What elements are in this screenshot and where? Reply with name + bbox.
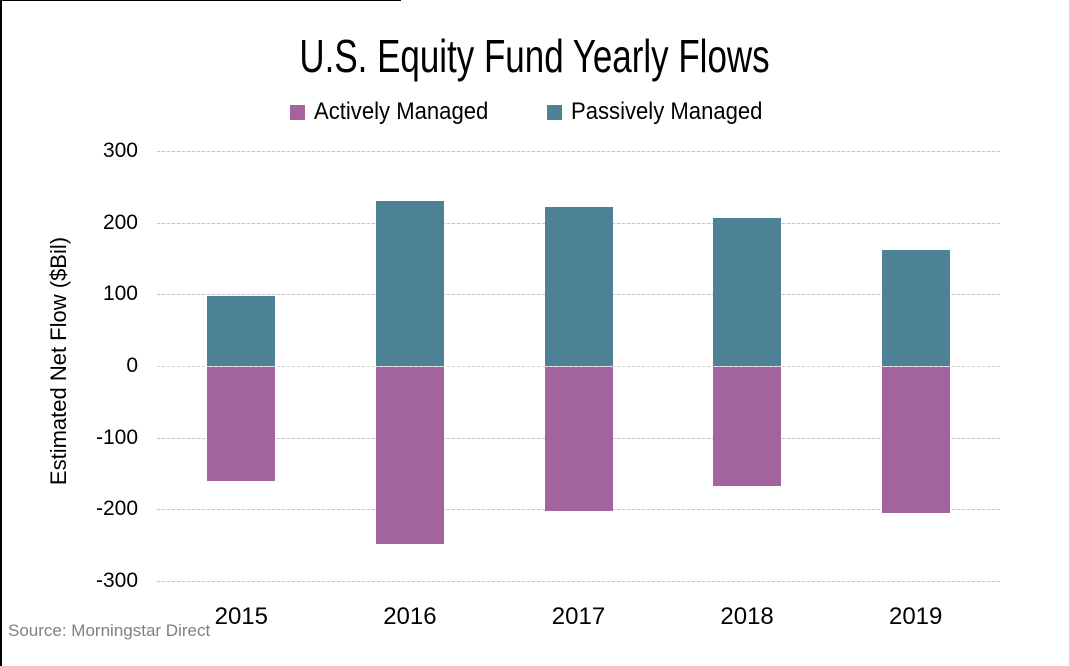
legend: Actively Managed Passively Managed: [0, 99, 1069, 125]
x-axis-label-2018: 2018: [720, 603, 774, 630]
y-tick-label-0: 0: [126, 354, 138, 377]
x-axis-label-2019: 2019: [888, 603, 943, 630]
bar-2017-actively-managed: [544, 366, 613, 512]
zero-baseline: [157, 366, 1000, 367]
bar-2016-passively-managed: [375, 201, 444, 366]
legend-swatch-actively-managed-icon: [289, 104, 305, 120]
window-border-left: [0, 0, 2, 666]
legend-item-actively-managed: Actively Managed: [289, 98, 503, 125]
legend-swatch-passively-managed-icon: [547, 104, 563, 120]
legend-item-passively-managed: Passively Managed: [547, 99, 779, 125]
gridline--300: [157, 581, 1000, 582]
bar-2015-actively-managed: [207, 366, 276, 481]
y-tick-label--100: -100: [95, 425, 138, 449]
source-note: Source: Morningstar Direct: [8, 621, 211, 640]
y-tick-label-200: 200: [102, 210, 138, 234]
legend-label-actively-managed: Actively Managed: [313, 98, 489, 125]
gridline-300: [157, 151, 1000, 152]
x-axis-label-2017: 2017: [551, 603, 606, 630]
x-axis-label-2015: 2015: [214, 603, 268, 630]
chart-title: U.S. Equity Fund Yearly Flows: [299, 30, 770, 82]
bar-2017-passively-managed: [544, 206, 613, 366]
bar-2018-passively-managed: [713, 217, 782, 366]
y-tick-label-300: 300: [102, 139, 138, 162]
bar-2019-actively-managed: [881, 366, 950, 513]
legend-label-passively-managed: Passively Managed: [571, 98, 763, 125]
bar-2015-passively-managed: [207, 296, 276, 366]
y-tick-label--200: -200: [95, 497, 138, 521]
plot-area: [157, 151, 1000, 582]
y-tick-label--300: -300: [95, 569, 138, 592]
window-border-top: [0, 0, 401, 1]
bar-2016-actively-managed: [375, 366, 444, 544]
y-tick-label-100: 100: [102, 282, 138, 306]
x-axis-label-2016: 2016: [383, 603, 437, 630]
bar-2019-passively-managed: [881, 249, 950, 366]
bar-2018-actively-managed: [713, 366, 782, 487]
